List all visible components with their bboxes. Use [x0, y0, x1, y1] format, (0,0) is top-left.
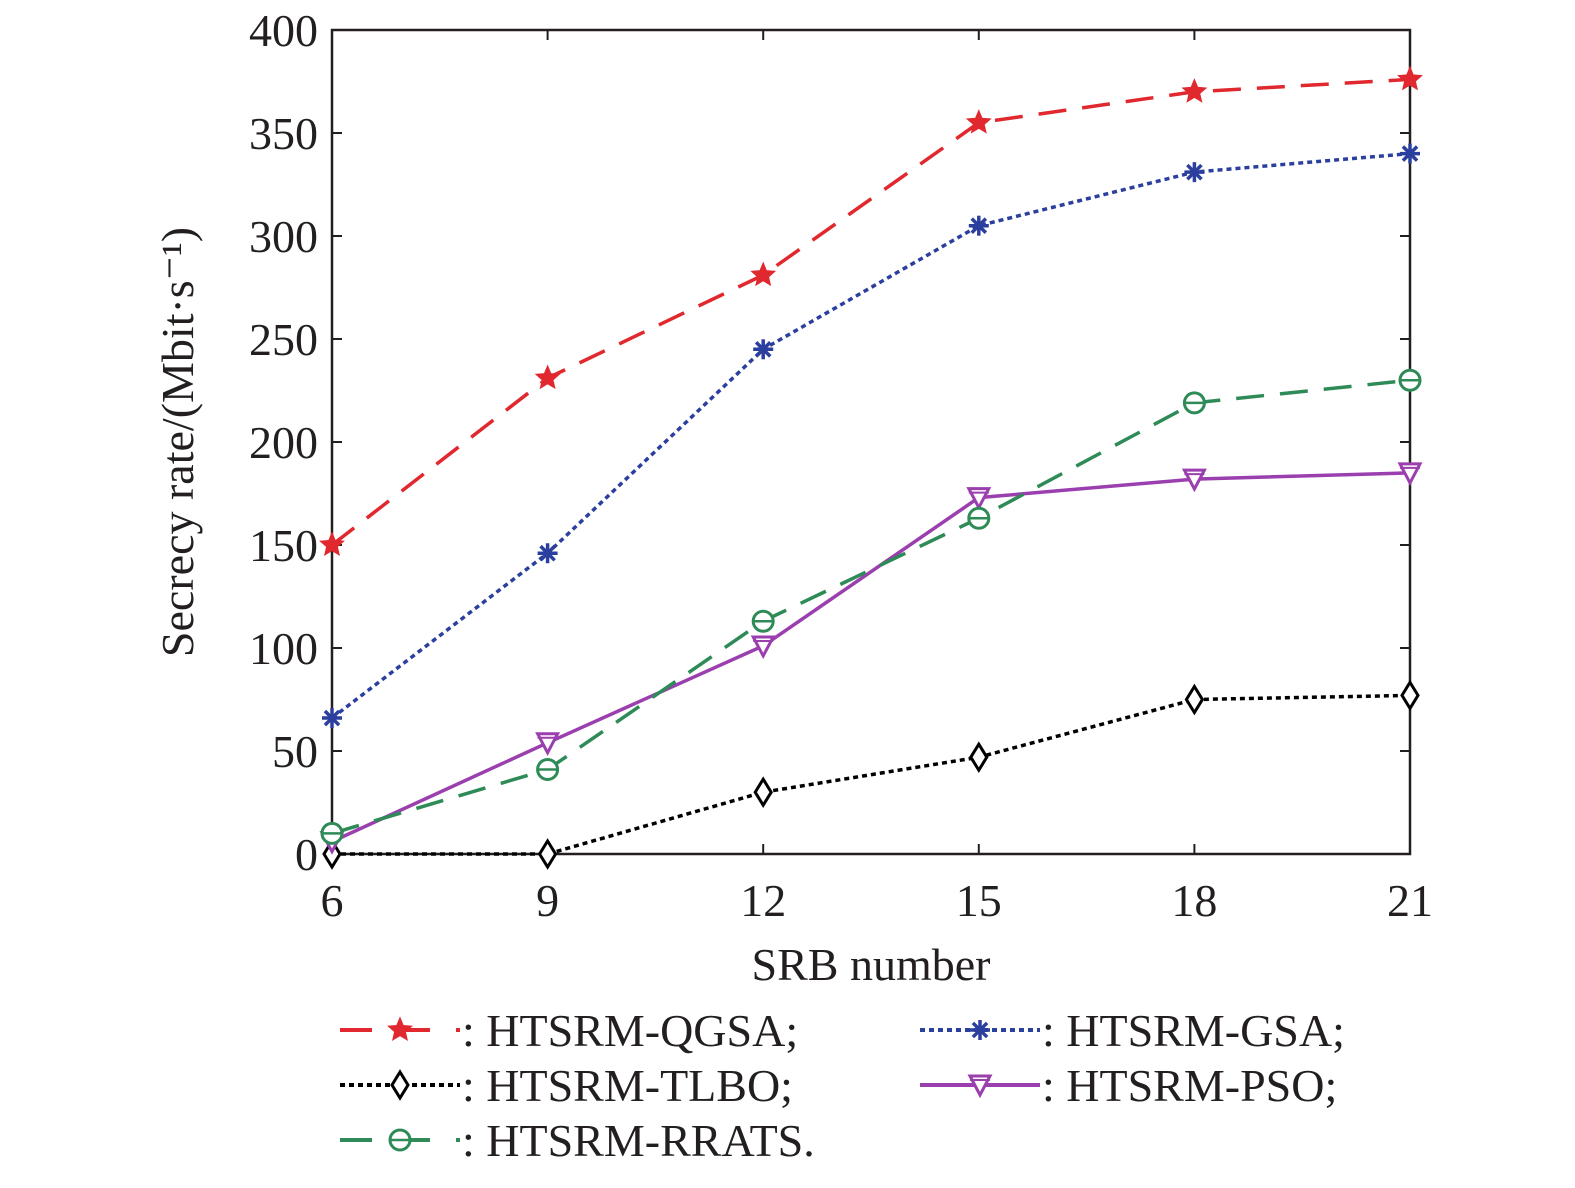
asterisk-stroke	[1186, 163, 1203, 181]
asterisk-stroke	[323, 709, 341, 727]
star-marker	[1181, 78, 1208, 103]
series-htsrm-pso-marker	[966, 487, 992, 511]
y-tick-label: 150	[249, 520, 318, 571]
y-tick-label: 400	[249, 5, 318, 56]
x-axis-label: SRB number	[752, 939, 991, 990]
series-htsrm-tlbo-marker	[969, 741, 989, 774]
y-tick-label: 350	[249, 108, 318, 159]
series-htsrm-rrats-marker	[751, 609, 775, 633]
legend-label: : HTSRM-GSA;	[1042, 1005, 1345, 1056]
series-htsrm-pso-marker	[1181, 468, 1207, 493]
star-marker	[750, 261, 777, 287]
y-tick-label: 250	[249, 314, 318, 365]
y-tick-label: 0	[295, 829, 318, 880]
series-htsrm-qgsa-marker	[965, 109, 992, 134]
series-htsrm-qgsa-marker	[750, 261, 777, 287]
diamond-marker	[537, 838, 558, 870]
x-tick-label: 6	[321, 875, 344, 926]
star-marker	[534, 364, 561, 390]
series-htsrm-qgsa-marker	[1397, 65, 1423, 91]
diamond-marker	[1400, 679, 1420, 712]
legend-item-htsrm-gsa: : HTSRM-GSA;	[920, 1005, 1345, 1056]
asterisk-stroke	[970, 217, 988, 235]
asterisk-stroke	[539, 544, 556, 562]
y-axis-label: Secrecy rate/(Mbit·s⁻¹)	[152, 227, 203, 657]
y-tick-label: 50	[272, 726, 318, 777]
series-htsrm-tlbo-marker	[753, 776, 773, 809]
legend-label: : HTSRM-RRATS.	[462, 1115, 815, 1166]
legend-item-htsrm-qgsa: : HTSRM-QGSA;	[340, 1005, 798, 1056]
series-htsrm-rrats-marker	[320, 821, 344, 845]
legend-item-htsrm-rrats: : HTSRM-RRATS.	[340, 1115, 815, 1166]
plot-frame	[330, 28, 1412, 856]
x-tick-label: 15	[956, 875, 1002, 926]
series-htsrm-gsa-marker	[1184, 162, 1205, 183]
asterisk-stroke	[1401, 145, 1419, 162]
series-htsrm-rrats-marker	[1182, 391, 1206, 415]
diamond-marker	[390, 1069, 410, 1101]
series-htsrm-tlbo-marker	[537, 838, 558, 870]
diamond-marker	[753, 776, 773, 809]
series-htsrm-gsa-marker	[322, 708, 342, 729]
star-marker	[387, 1016, 413, 1041]
series-htsrm-pso-marker	[750, 635, 776, 660]
legend-item-htsrm-gsa-marker	[970, 1020, 990, 1040]
series-htsrm-gsa-marker	[753, 339, 774, 360]
series-htsrm-rrats-marker	[536, 758, 560, 782]
legend-label: : HTSRM-PSO;	[1042, 1060, 1337, 1111]
legend-item-htsrm-pso: : HTSRM-PSO;	[920, 1060, 1337, 1111]
asterisk-stroke	[754, 340, 772, 358]
x-tick-label: 12	[740, 875, 786, 926]
legend-item-htsrm-rrats-marker	[388, 1128, 412, 1152]
legend-item-htsrm-qgsa-marker	[387, 1016, 413, 1041]
series-htsrm-qgsa-line	[330, 77, 1411, 547]
series-htsrm-gsa-marker	[1400, 143, 1420, 164]
series-htsrm-rrats-line	[331, 378, 1411, 836]
series-htsrm-pso-marker	[535, 732, 561, 756]
star-marker	[1397, 65, 1423, 91]
series-htsrm-qgsa-marker	[319, 531, 345, 556]
y-tick-label: 300	[249, 211, 318, 262]
diamond-marker	[969, 741, 989, 774]
series-htsrm-tlbo-marker	[1400, 679, 1420, 712]
series-htsrm-pso-line	[331, 471, 1411, 844]
y-tick-label: 200	[249, 417, 318, 468]
series-lines	[319, 65, 1423, 870]
series-htsrm-rrats-marker	[1398, 368, 1422, 392]
series-htsrm-tlbo-marker	[1184, 683, 1205, 716]
axes: 6 9 12 15 18 21 0 50 100 150 200 250 300 350 400	[249, 5, 1433, 926]
legend-item-htsrm-tlbo: : HTSRM-TLBO;	[340, 1060, 793, 1111]
series-htsrm-tlbo-line	[332, 693, 1411, 856]
series-htsrm-gsa-line	[330, 151, 1411, 720]
series-htsrm-rrats-marker	[967, 506, 991, 530]
y-tick-label: 100	[249, 623, 318, 674]
triangle-marker	[750, 635, 776, 660]
series-htsrm-gsa-marker	[537, 543, 558, 564]
legend-item-htsrm-tlbo-marker	[390, 1069, 410, 1101]
star-marker	[319, 531, 345, 556]
x-tick-label: 21	[1387, 875, 1433, 926]
series-htsrm-qgsa-marker	[1181, 78, 1208, 103]
legend: : HTSRM-QGSA;: HTSRM-GSA;: HTSRM-TLBO;: …	[340, 1005, 1345, 1166]
series-htsrm-gsa-marker	[968, 215, 989, 236]
triangle-marker	[535, 732, 561, 756]
x-tick-label: 18	[1171, 875, 1217, 926]
series-htsrm-qgsa-marker	[534, 364, 561, 390]
legend-label: : HTSRM-QGSA;	[462, 1005, 798, 1056]
asterisk-stroke	[971, 1021, 989, 1039]
legend-label: : HTSRM-TLBO;	[462, 1060, 793, 1111]
x-tick-label: 9	[536, 875, 559, 926]
series-htsrm-pso-marker	[1397, 462, 1423, 487]
star-marker	[965, 109, 992, 134]
legend-item-htsrm-pso-marker	[967, 1074, 993, 1099]
diamond-marker	[1184, 683, 1205, 716]
